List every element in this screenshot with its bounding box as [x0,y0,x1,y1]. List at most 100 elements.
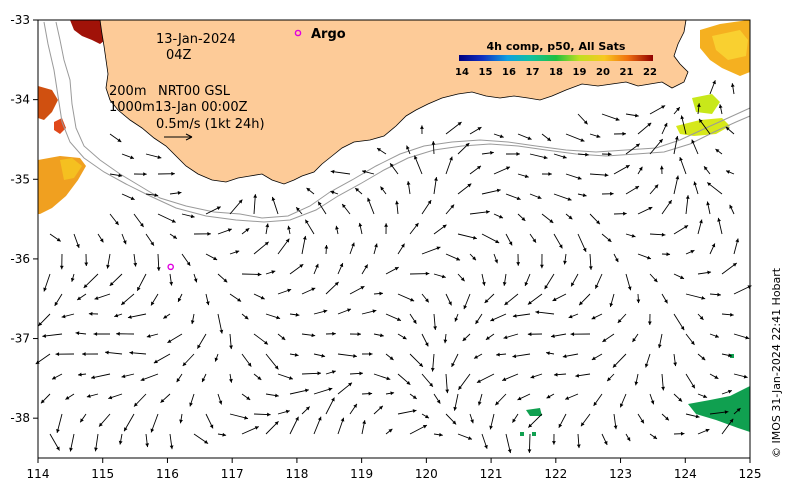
current-vector-head [653,435,658,439]
current-vector-head [690,249,695,254]
argo-legend-label: Argo [311,27,346,42]
current-vector-head [347,308,352,313]
current-vector-head [524,174,529,179]
current-vector-head [521,217,526,221]
current-vector-head [631,233,636,238]
current-vector-head [627,286,632,291]
current-vector-head [374,243,378,248]
current-vector-head [699,118,703,123]
current-vector-head [235,250,240,254]
colorbar-tick-label: 22 [643,67,657,78]
current-vector-head [664,299,668,304]
current-vector-head [736,408,741,412]
current-vector-head [134,402,138,407]
current-vector-head [43,287,47,292]
current-vector-head [675,175,680,180]
current-vector-head [503,335,508,340]
current-vector-head [318,201,322,206]
current-vector-head [402,335,407,340]
current-vector-head [548,172,552,176]
current-vector-head [546,351,550,356]
current-vector-head [70,277,75,282]
current-vector-head [730,312,734,317]
current-vector-head [372,309,377,314]
current-vector-head [659,165,664,170]
sst-patch-west-coast [38,86,58,120]
current-vector-head [379,333,384,338]
depth-1000-label: 1000m [109,100,155,115]
current-vector-head [703,394,708,399]
current-vector-head [695,414,700,419]
sst-patch-east [692,94,720,114]
scale-arrow [164,133,193,141]
current-vector-head [190,214,195,219]
current-vector-head [582,193,587,198]
current-vector-head [693,181,698,186]
current-vector-head [499,134,504,139]
current-vector-head [577,176,582,180]
current-vector-head [410,297,415,302]
current-vector-head [302,235,307,240]
current-vector-head [609,302,614,307]
current-vector-head [171,171,175,176]
current-vector-head [353,354,357,358]
current-vector-head [591,356,596,360]
current-vector-head [456,257,461,261]
current-vector-head [227,228,232,233]
current-vector-head [735,238,740,243]
current-vector-head [470,419,474,424]
current-vector-head [335,225,339,230]
current-vector-head [434,177,438,181]
current-vector-head [153,359,158,364]
current-vector-head [502,377,507,381]
current-vector-head [568,215,573,220]
current-vector-head [145,443,150,448]
current-vector-head [530,374,535,379]
current-vector-head [427,200,432,205]
sst-patch-south [526,408,542,416]
bathymetry-contours [43,21,751,223]
current-vector-head [367,197,371,202]
current-vector-head [571,282,575,287]
current-vector-head [118,440,123,445]
current-vector-head [328,387,333,392]
current-vector-head [362,169,366,174]
current-vector-head [80,418,84,423]
current-vector-head [143,172,147,177]
current-vector-head [610,191,614,196]
current-vector-head [334,281,339,286]
sst-patch-northwest [70,20,108,44]
current-vector-head [474,355,479,359]
current-vector-head [558,244,563,249]
current-vector-head [449,156,453,161]
current-vector-head [295,416,299,421]
current-vector-head [467,183,472,188]
sst-patch-southeast [688,386,750,432]
current-vector-head [65,396,70,400]
current-vector-head [342,203,346,208]
current-vector-head [724,410,729,415]
current-vector-head [204,440,209,444]
current-vector-head [714,375,719,379]
current-vector-head [512,313,517,318]
current-vector-head [465,143,470,147]
current-vector-head [207,231,211,236]
current-vector-head [524,282,529,286]
current-vector-head [246,396,251,400]
current-vector-head [179,419,183,424]
current-vector-head [495,401,500,406]
current-vector-head [634,381,639,386]
current-vector-head [579,301,583,306]
lat-tick-label: -33 [10,13,30,27]
current-vector-head [458,385,463,390]
current-vector-head [472,235,477,240]
current-vector-head [257,376,262,380]
current-vector-head [608,152,612,157]
current-vector-head [712,80,716,85]
current-vector-head [450,204,455,209]
current-vector-head [244,415,249,420]
current-vector-head [154,193,159,198]
current-vector-head [648,206,653,211]
current-vector-head [582,247,587,252]
current-vector-head [177,297,182,302]
